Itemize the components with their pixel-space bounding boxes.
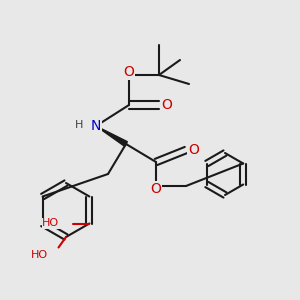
- Text: HO: HO: [42, 218, 59, 229]
- Text: O: O: [161, 98, 172, 112]
- Text: O: O: [188, 143, 199, 157]
- Text: O: O: [124, 65, 134, 79]
- Text: O: O: [151, 182, 161, 196]
- Text: HO: HO: [31, 250, 48, 260]
- Text: H: H: [75, 119, 84, 130]
- Polygon shape: [96, 126, 128, 146]
- Text: N: N: [91, 119, 101, 133]
